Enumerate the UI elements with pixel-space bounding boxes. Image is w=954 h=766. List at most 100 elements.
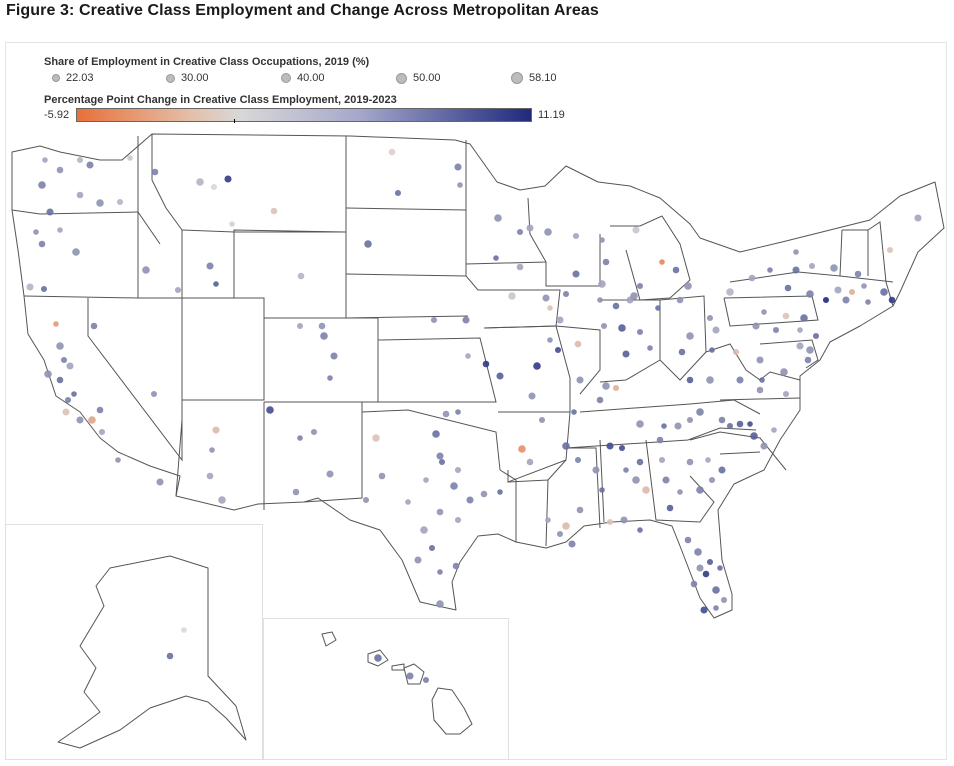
- msa-dot: [76, 191, 84, 199]
- color-gradient-bar: [76, 108, 532, 123]
- msa-dot: [166, 652, 174, 660]
- msa-dot: [574, 456, 582, 464]
- msa-dot: [596, 396, 604, 404]
- msa-dot: [297, 272, 305, 280]
- msa-dot: [793, 249, 799, 255]
- msa-dot: [656, 436, 664, 444]
- msa-dot: [296, 322, 304, 330]
- msa-dot: [362, 496, 370, 504]
- hawaii-maui: [403, 663, 425, 685]
- msa-dot: [64, 396, 72, 404]
- msa-dot: [637, 527, 643, 533]
- msa-dot: [796, 342, 804, 350]
- al-ga-border: [599, 439, 715, 523]
- msa-dot: [792, 266, 800, 274]
- msa-dot: [56, 376, 64, 384]
- msa-dot: [623, 467, 629, 473]
- msa-dot: [457, 182, 463, 188]
- msa-dot: [678, 348, 686, 356]
- msa-dot: [151, 168, 159, 176]
- msa-dot: [428, 544, 436, 552]
- msa-dot: [598, 280, 606, 288]
- msa-dot: [455, 409, 461, 415]
- msa-dot: [684, 536, 692, 544]
- msa-dot: [674, 422, 682, 430]
- msa-dot: [96, 406, 104, 414]
- msa-dot: [98, 428, 106, 436]
- msa-dot: [686, 376, 694, 384]
- msa-dot: [612, 384, 620, 392]
- msa-dot: [480, 490, 488, 498]
- color-legend-max: 11.19: [538, 109, 565, 121]
- msa-dot: [606, 518, 614, 526]
- msa-dot: [708, 476, 716, 484]
- msa-dot: [771, 427, 777, 433]
- ks-ok-border: [361, 337, 501, 471]
- msa-dot: [38, 240, 46, 248]
- msa-dot: [423, 477, 429, 483]
- msa-dot: [56, 342, 64, 350]
- ky-tn-border: [565, 399, 761, 449]
- msa-dot: [76, 156, 84, 164]
- msa-dot: [602, 258, 610, 266]
- msa-dot: [181, 627, 187, 633]
- msa-dot: [528, 392, 536, 400]
- msa-dot: [713, 605, 719, 611]
- msa-dot: [432, 430, 440, 438]
- msa-dot: [42, 157, 48, 163]
- msa-dot: [606, 442, 614, 450]
- msa-dot: [57, 227, 63, 233]
- msa-dot: [270, 207, 278, 215]
- msa-dot: [666, 504, 674, 512]
- msa-dot: [717, 565, 723, 571]
- msa-dot: [533, 362, 541, 370]
- msa-dot: [696, 486, 704, 494]
- msa-dot: [600, 322, 608, 330]
- msa-dot: [772, 326, 780, 334]
- msa-dot: [450, 482, 458, 490]
- msa-dot: [420, 526, 428, 534]
- msa-dot: [62, 408, 70, 416]
- size-legend: Share of Employment in Creative Class Oc…: [44, 56, 604, 88]
- msa-dot: [66, 362, 74, 370]
- msa-dot: [142, 266, 150, 274]
- msa-dot: [661, 423, 667, 429]
- msa-dot: [213, 281, 219, 287]
- new-england-border: [839, 221, 894, 307]
- msa-dot: [659, 259, 665, 265]
- alaska-outline: [57, 555, 247, 749]
- msa-dot: [752, 322, 760, 330]
- msa-dot: [545, 517, 551, 523]
- msa-dot: [748, 274, 756, 282]
- msa-dot: [599, 487, 605, 493]
- size-legend-item: 50.00: [396, 72, 441, 86]
- msa-dot: [705, 457, 711, 463]
- msa-dot: [462, 316, 470, 324]
- msa-dot: [720, 596, 728, 604]
- msa-dot: [760, 442, 768, 450]
- msa-dot: [834, 286, 842, 294]
- color-legend-title: Percentage Point Change in Creative Clas…: [44, 94, 397, 106]
- msa-dot: [542, 294, 550, 302]
- msa-dot: [636, 328, 644, 336]
- msa-dot: [800, 314, 808, 322]
- msa-dot: [574, 340, 582, 348]
- msa-dot: [206, 262, 214, 270]
- msa-dot: [761, 309, 767, 315]
- msa-dot: [388, 148, 396, 156]
- msa-dot: [636, 420, 644, 428]
- msa-dot: [572, 232, 580, 240]
- msa-dot: [806, 346, 814, 354]
- msa-dot: [53, 321, 59, 327]
- msa-dot: [618, 444, 626, 452]
- msa-dot: [394, 189, 402, 197]
- msa-dot: [454, 516, 462, 524]
- msa-dot: [327, 375, 333, 381]
- msa-dot: [297, 435, 303, 441]
- msa-dot: [726, 422, 734, 430]
- msa-dot: [599, 237, 605, 243]
- msa-dot: [618, 324, 626, 332]
- msa-dot: [454, 466, 462, 474]
- msa-dot: [56, 166, 64, 174]
